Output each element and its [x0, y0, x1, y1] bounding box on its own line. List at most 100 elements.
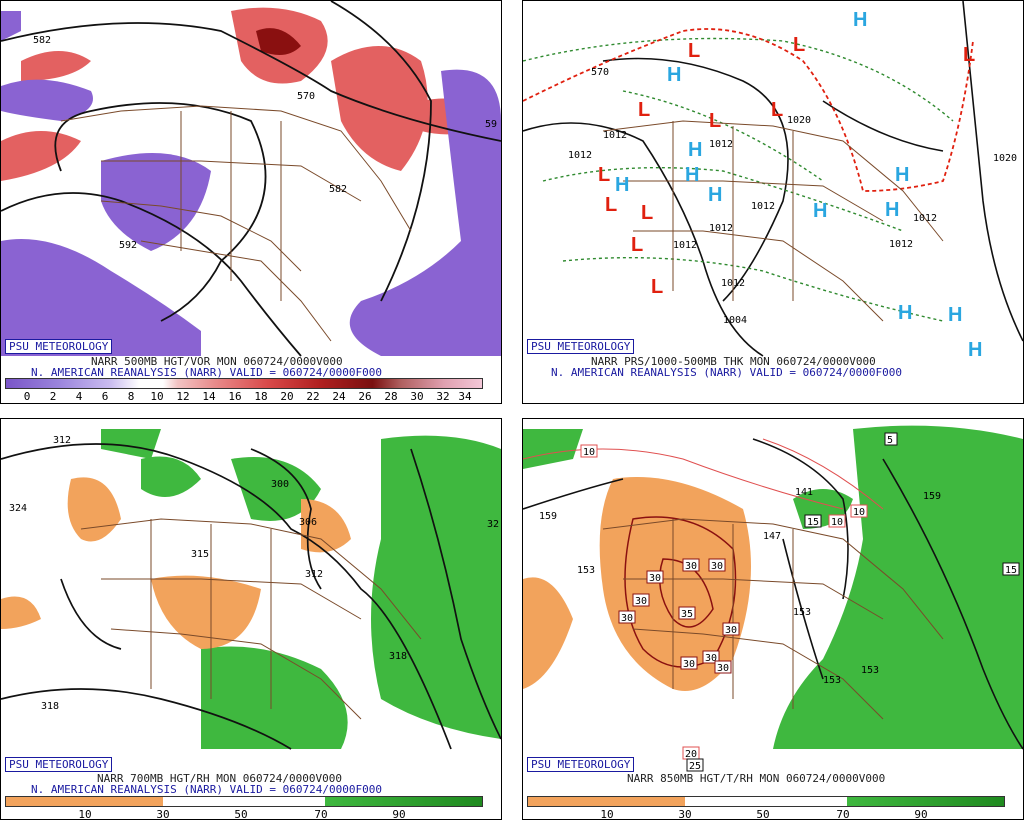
svg-text:5: 5 [887, 435, 893, 446]
panel-sea-level-pressure-thickness: 1020 1012 1012 1012 1012 1012 1012 1012 … [522, 0, 1024, 404]
height-contours [1, 443, 501, 750]
map-500mb: 582 570 592 582 59 [1, 1, 501, 357]
svg-text:30: 30 [635, 596, 647, 607]
svg-text:10: 10 [583, 447, 595, 458]
svg-text:159: 159 [539, 511, 557, 522]
vorticity-colorbar [5, 378, 483, 389]
svg-text:1012: 1012 [568, 150, 592, 161]
svg-text:1012: 1012 [673, 240, 697, 251]
svg-text:147: 147 [763, 531, 781, 542]
political-borders [602, 120, 944, 322]
svg-text:H: H [813, 200, 827, 222]
svg-text:141: 141 [795, 487, 813, 498]
svg-text:1012: 1012 [709, 223, 733, 234]
map-850mb: 159 153 147 141 153 153 153 159 30 30 30… [523, 425, 1023, 772]
svg-text:30: 30 [649, 573, 661, 584]
svg-text:1012: 1012 [889, 239, 913, 250]
svg-text:1012: 1012 [603, 130, 627, 141]
political-borders [602, 518, 944, 720]
svg-text:H: H [968, 339, 982, 361]
svg-text:H: H [685, 164, 699, 186]
moist-areas [523, 425, 1023, 749]
svg-text:30: 30 [685, 561, 697, 572]
svg-text:H: H [708, 184, 722, 206]
svg-text:10: 10 [831, 517, 843, 528]
svg-text:L: L [963, 44, 975, 66]
svg-text:H: H [885, 199, 899, 221]
svg-text:153: 153 [793, 607, 811, 618]
political-borders [60, 105, 412, 342]
svg-text:570: 570 [591, 67, 609, 78]
svg-text:20: 20 [685, 749, 697, 760]
temperature-contours-cool [523, 438, 884, 510]
svg-text:30: 30 [725, 625, 737, 636]
svg-text:306: 306 [299, 517, 317, 528]
svg-text:10: 10 [853, 507, 865, 518]
svg-text:1020: 1020 [993, 153, 1017, 164]
svg-text:H: H [853, 9, 867, 31]
svg-text:H: H [948, 304, 962, 326]
high-pressure-centers: H H H H H H H H H H H H [615, 9, 982, 361]
contour-labels: 582 570 592 582 59 [33, 35, 497, 251]
psu-badge: PSU METEOROLOGY [5, 757, 113, 772]
contour-labels: 312 324 300 306 315 312 318 318 32 [9, 435, 499, 712]
svg-text:318: 318 [389, 651, 407, 662]
svg-text:H: H [615, 174, 629, 196]
moist-areas [101, 429, 501, 749]
svg-text:15: 15 [1005, 565, 1017, 576]
svg-text:L: L [641, 202, 653, 224]
humidity-colorbar [5, 796, 483, 807]
contour-label: 59 [485, 119, 497, 130]
svg-text:H: H [688, 139, 702, 161]
panel-500mb-vorticity: 582 570 592 582 59 PSU METEOROLOGY NARR … [0, 0, 502, 404]
svg-text:H: H [895, 164, 909, 186]
svg-text:L: L [793, 34, 805, 56]
svg-text:312: 312 [305, 569, 323, 580]
svg-text:L: L [638, 99, 650, 121]
svg-text:1004: 1004 [723, 315, 747, 326]
svg-text:312: 312 [53, 435, 71, 446]
isobars [523, 1, 1023, 357]
thickness-contours [523, 37, 954, 322]
contour-label: 582 [33, 35, 51, 46]
psu-badge: PSU METEOROLOGY [527, 339, 635, 354]
low-pressure-centers: L L L L L L L L L L L [598, 34, 975, 298]
panel-title: NARR PRS/1000-500MB THK MON 060724/0000V… [591, 355, 876, 368]
svg-text:L: L [598, 164, 610, 186]
panel-title: NARR 850MB HGT/T/RH MON 060724/0000V000 [627, 772, 886, 785]
svg-text:1012: 1012 [751, 201, 775, 212]
contour-label: 592 [119, 240, 137, 251]
contour-label: 570 [297, 91, 315, 102]
map-700mb: 312 324 300 306 315 312 318 318 32 [1, 429, 501, 750]
psu-badge: PSU METEOROLOGY [5, 339, 113, 354]
svg-text:H: H [667, 64, 681, 86]
svg-text:1020: 1020 [787, 115, 811, 126]
panel-850mb-temperature-humidity: 159 153 147 141 153 153 153 159 30 30 30… [522, 418, 1024, 820]
svg-text:30: 30 [717, 663, 729, 674]
humidity-colorbar [527, 796, 1005, 807]
panel-title: NARR 500MB HGT/VOR MON 060724/0000V000 [91, 355, 343, 368]
svg-text:153: 153 [577, 565, 595, 576]
psu-badge: PSU METEOROLOGY [527, 757, 635, 772]
svg-text:L: L [631, 234, 643, 256]
svg-text:159: 159 [923, 491, 941, 502]
contour-label: 582 [329, 184, 347, 195]
thickness-570 [523, 28, 974, 192]
panel-title: NARR 700MB HGT/RH MON 060724/0000V000 [97, 772, 343, 785]
panel-subtitle: N. AMERICAN REANALYSIS (NARR) VALID = 06… [31, 366, 382, 379]
panel-700mb-humidity: 312 324 300 306 315 312 318 318 32 PSU M… [0, 418, 502, 820]
negative-vorticity-areas [1, 11, 501, 357]
map-pressure: 1020 1012 1012 1012 1012 1012 1012 1012 … [523, 1, 1023, 361]
svg-text:30: 30 [683, 659, 695, 670]
svg-text:35: 35 [681, 609, 693, 620]
panel-subtitle: N. AMERICAN REANALYSIS (NARR) VALID = 06… [31, 783, 382, 796]
temperature-labels: 30 30 30 30 35 30 30 30 30 30 10 10 10 1… [580, 432, 1020, 772]
svg-text:1012: 1012 [913, 213, 937, 224]
svg-text:30: 30 [711, 561, 723, 572]
isobar-labels: 1020 1012 1012 1012 1012 1012 1012 1012 … [568, 67, 1017, 326]
svg-text:30: 30 [621, 613, 633, 624]
svg-text:1012: 1012 [721, 278, 745, 289]
svg-text:L: L [651, 276, 663, 298]
svg-text:L: L [709, 110, 721, 132]
panel-subtitle: N. AMERICAN REANALYSIS (NARR) VALID = 06… [551, 366, 902, 379]
